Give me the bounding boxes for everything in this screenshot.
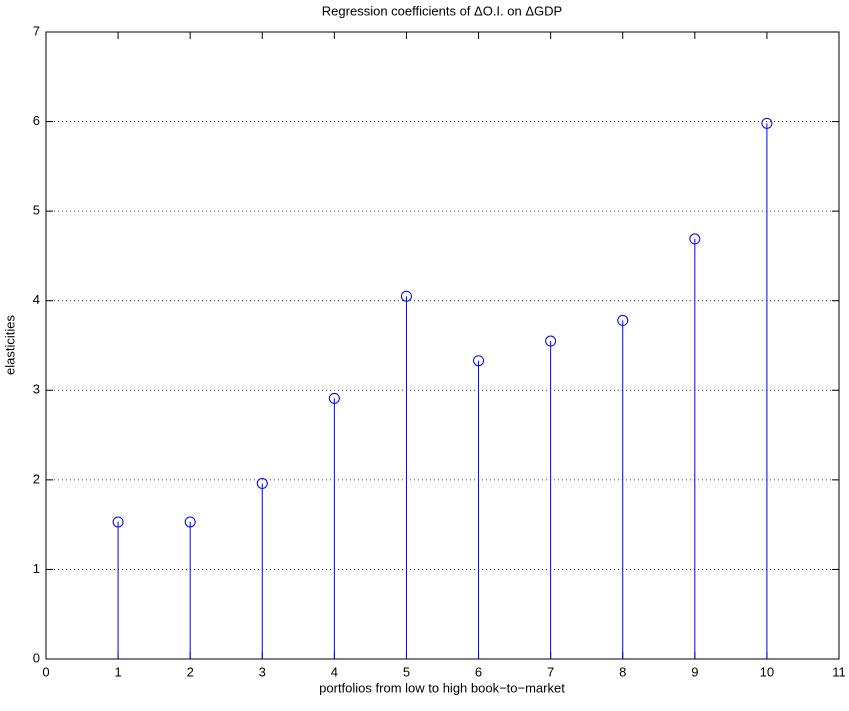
y-tick-label: 2: [33, 471, 40, 486]
x-tick-label: 2: [187, 664, 194, 679]
x-tick-label: 6: [475, 664, 482, 679]
y-tick-label: 0: [33, 650, 40, 665]
stem-marker: [184, 516, 196, 528]
x-tick-label: 1: [114, 664, 121, 679]
y-tick-label: 4: [33, 292, 40, 307]
stem-marker: [689, 233, 701, 245]
x-tick-label: 9: [691, 664, 698, 679]
x-tick-label: 0: [42, 664, 49, 679]
stem-marker: [761, 117, 773, 129]
plot-frame: [45, 31, 840, 660]
x-tick-label: 3: [259, 664, 266, 679]
stem-marker: [112, 516, 124, 528]
y-tick-label: 6: [33, 113, 40, 128]
stem-marker: [256, 477, 268, 489]
x-tick-label: 5: [403, 664, 410, 679]
y-tick-label: 7: [33, 23, 40, 38]
chart-title: Regression coefficients of ΔO.I. on ΔGDP: [322, 3, 562, 18]
stem-marker: [473, 355, 485, 367]
y-tick-label: 5: [33, 203, 40, 218]
stem-marker: [617, 314, 629, 326]
x-axis-label: portfolios from low to high book−to−mark…: [319, 680, 565, 695]
x-tick-label: 11: [832, 664, 846, 679]
stem-marker: [328, 392, 340, 404]
stem-marker: [400, 290, 412, 302]
y-axis-label: elasticities: [2, 315, 17, 375]
y-tick-label: 1: [33, 561, 40, 576]
x-tick-label: 10: [760, 664, 774, 679]
x-tick-label: 7: [547, 664, 554, 679]
stem-marker: [545, 335, 557, 347]
x-tick-label: 4: [331, 664, 338, 679]
y-tick-label: 3: [33, 382, 40, 397]
x-tick-label: 8: [619, 664, 626, 679]
